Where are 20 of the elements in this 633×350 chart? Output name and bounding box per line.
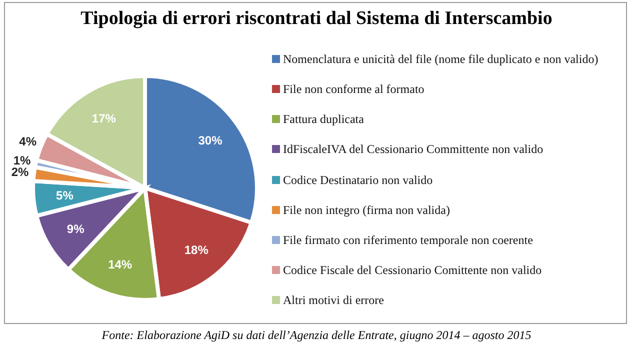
- legend-label: File non conforme al formato: [283, 82, 424, 96]
- legend-label: File firmato con riferimento temporale non coerente: [283, 232, 533, 247]
- data-label: 14%: [108, 258, 132, 272]
- legend-label: Codice Fiscale del Cessionario Comittente non valido: [283, 262, 542, 277]
- legend-label: Fattura duplicata: [283, 112, 364, 126]
- legend-label: Nomenclatura e unicità del file (nome file duplicato e non valido): [283, 52, 598, 66]
- legend-label: File non integro (firma non valida): [283, 202, 450, 217]
- data-label: 4%: [19, 134, 37, 149]
- legend-label: Codice Destinatario non valido: [283, 172, 433, 186]
- data-label: 5%: [56, 188, 74, 203]
- data-label: 30%: [198, 134, 223, 148]
- data-label: 9%: [66, 222, 85, 236]
- data-label: 17%: [92, 112, 116, 126]
- data-label: 1%: [13, 154, 32, 168]
- chart-title: Tipologia di errori riscontrati dal Sistema di Interscambio: [80, 8, 554, 30]
- legend-label: Altri motivi di errore: [283, 293, 384, 307]
- data-label: 18%: [184, 243, 209, 258]
- legend-label: IdFiscaleIVA del Cessionario Committente non valido: [283, 142, 544, 156]
- source-note: Fonte: Elaborazione AgiD su dati dell’Agenzia delle Entrate, giugno 2014 – agosto 2015: [100, 328, 532, 343]
- data-label: 2%: [11, 165, 29, 180]
